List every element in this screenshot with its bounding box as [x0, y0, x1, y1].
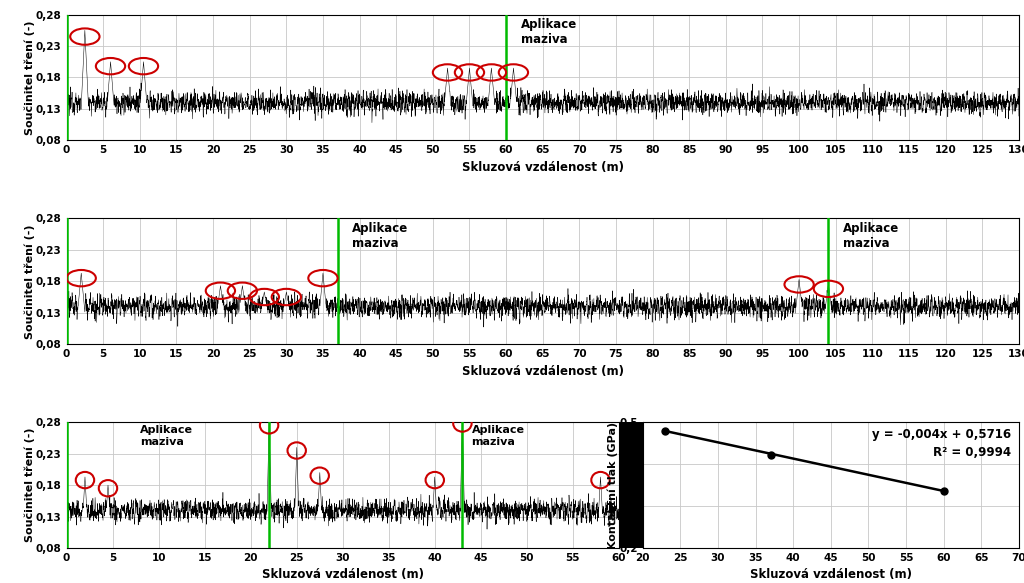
Text: Aplikace
maziva: Aplikace maziva	[843, 222, 899, 250]
Y-axis label: Součinitel tření (-): Součinitel tření (-)	[24, 224, 35, 339]
Text: y = -0,004x + 0,5716: y = -0,004x + 0,5716	[872, 429, 1012, 441]
X-axis label: Skluzová vzdálenost (m): Skluzová vzdálenost (m)	[462, 364, 624, 378]
Text: R² = 0,9994: R² = 0,9994	[933, 446, 1012, 459]
Text: Aplikace
maziva: Aplikace maziva	[352, 222, 409, 250]
Text: Aplikace
maziva: Aplikace maziva	[521, 17, 577, 45]
X-axis label: Skluzová vzdálenost (m): Skluzová vzdálenost (m)	[262, 568, 424, 581]
Text: Aplikace
maziva: Aplikace maziva	[140, 426, 194, 447]
X-axis label: Skluzová vzdálenost (m): Skluzová vzdálenost (m)	[750, 568, 911, 581]
X-axis label: Skluzová vzdálenost (m): Skluzová vzdálenost (m)	[462, 161, 624, 174]
Y-axis label: Kontaktní tlak (GPa): Kontaktní tlak (GPa)	[607, 422, 617, 549]
Y-axis label: Součinitel tření (-): Součinitel tření (-)	[24, 20, 35, 135]
Y-axis label: Součinitel tření (-): Součinitel tření (-)	[24, 428, 35, 542]
Text: Aplikace
maziva: Aplikace maziva	[472, 426, 524, 447]
